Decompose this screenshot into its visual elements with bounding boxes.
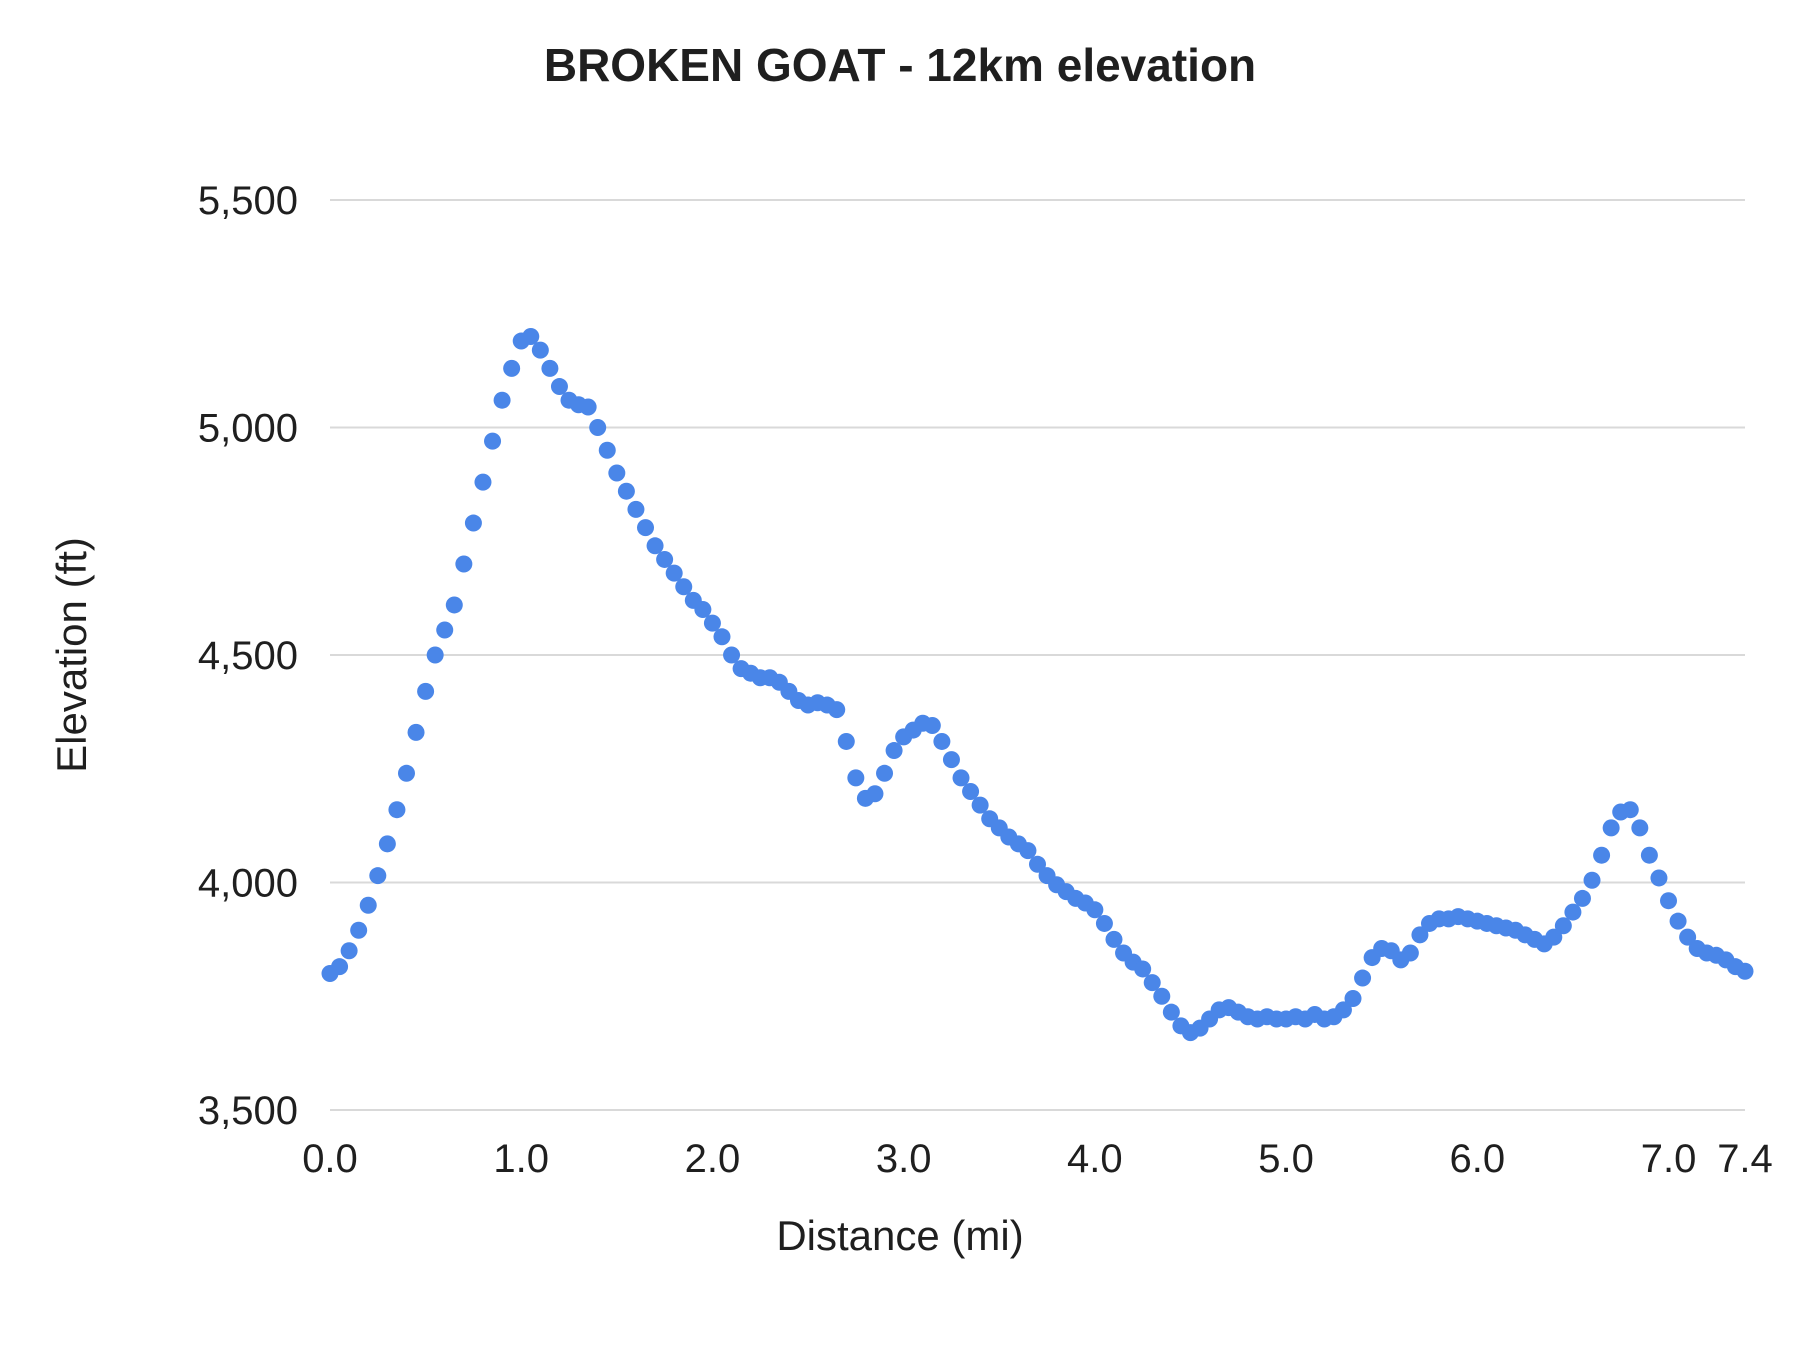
data-point bbox=[1162, 1003, 1180, 1021]
data-point bbox=[1334, 1001, 1352, 1019]
data-point bbox=[1153, 987, 1171, 1005]
y-tick-label: 4,500 bbox=[198, 634, 298, 678]
data-point bbox=[426, 646, 444, 664]
data-point bbox=[407, 723, 425, 741]
data-point bbox=[378, 835, 396, 853]
y-tick-label: 4,000 bbox=[198, 862, 298, 906]
data-point bbox=[550, 378, 568, 396]
x-tick-label: 3.0 bbox=[876, 1137, 932, 1181]
data-point bbox=[493, 391, 511, 409]
data-point bbox=[1095, 914, 1113, 932]
data-point bbox=[541, 359, 559, 377]
data-point bbox=[713, 628, 731, 646]
data-point bbox=[627, 500, 645, 518]
data-point bbox=[723, 646, 741, 664]
data-point bbox=[350, 921, 368, 939]
data-point bbox=[1344, 990, 1362, 1008]
data-point bbox=[455, 555, 473, 573]
data-point bbox=[942, 751, 960, 769]
y-axis-title: Elevation (ft) bbox=[48, 537, 95, 773]
x-tick-label: 2.0 bbox=[685, 1137, 741, 1181]
data-point bbox=[1401, 944, 1419, 962]
data-point bbox=[656, 550, 674, 568]
data-point bbox=[876, 764, 894, 782]
data-point bbox=[1354, 969, 1372, 987]
data-point bbox=[962, 783, 980, 800]
y-tick-label: 3,500 bbox=[198, 1089, 298, 1133]
data-point bbox=[847, 769, 865, 787]
chart-title: BROKEN GOAT - 12km elevation bbox=[543, 39, 1257, 91]
data-point bbox=[1134, 960, 1152, 978]
data-point bbox=[589, 419, 607, 436]
data-point bbox=[646, 537, 664, 555]
data-point bbox=[474, 473, 492, 491]
data-point bbox=[1593, 846, 1611, 864]
data-point bbox=[522, 328, 540, 345]
data-point bbox=[1029, 855, 1046, 873]
x-tick-label: 4.0 bbox=[1067, 1137, 1123, 1181]
data-point bbox=[1411, 926, 1429, 944]
x-tick-label: 0.0 bbox=[302, 1137, 358, 1181]
data-point bbox=[637, 519, 655, 537]
data-point bbox=[1669, 912, 1687, 930]
data-point bbox=[952, 769, 970, 787]
data-point bbox=[1621, 801, 1639, 819]
data-point bbox=[1086, 901, 1104, 919]
data-point bbox=[1545, 928, 1563, 946]
data-point bbox=[531, 341, 549, 359]
data-point bbox=[340, 942, 358, 960]
data-point bbox=[1736, 962, 1754, 980]
x-tick-label: 7.4 bbox=[1717, 1137, 1773, 1181]
data-point bbox=[971, 796, 989, 814]
x-tick-label: 7.0 bbox=[1641, 1137, 1697, 1181]
data-point bbox=[417, 682, 435, 700]
data-point bbox=[579, 398, 597, 416]
data-point bbox=[484, 432, 502, 450]
data-point bbox=[436, 621, 454, 639]
data-point bbox=[675, 578, 693, 596]
data-point bbox=[617, 482, 635, 500]
data-point bbox=[1650, 869, 1668, 887]
x-tick-label: 6.0 bbox=[1449, 1137, 1505, 1181]
data-point bbox=[1143, 974, 1161, 992]
data-point bbox=[369, 867, 387, 885]
y-tick-label: 5,500 bbox=[198, 179, 298, 223]
data-point bbox=[1631, 819, 1649, 837]
data-point bbox=[923, 717, 941, 735]
data-point bbox=[598, 441, 616, 459]
data-point bbox=[397, 764, 415, 782]
data-point bbox=[1679, 928, 1697, 946]
data-point bbox=[1660, 892, 1678, 910]
data-point bbox=[1640, 846, 1658, 864]
y-tick-label: 5,000 bbox=[198, 407, 298, 451]
data-point bbox=[694, 601, 712, 618]
data-point bbox=[828, 701, 846, 719]
data-point bbox=[703, 614, 721, 632]
data-point bbox=[837, 732, 855, 750]
data-point bbox=[1019, 842, 1037, 860]
x-tick-label: 1.0 bbox=[493, 1137, 549, 1181]
data-point bbox=[464, 514, 482, 532]
x-tick-label: 5.0 bbox=[1258, 1137, 1314, 1181]
data-point bbox=[933, 732, 951, 750]
data-point bbox=[1105, 930, 1123, 948]
data-point bbox=[331, 958, 349, 976]
data-point bbox=[608, 464, 626, 482]
data-point bbox=[1573, 889, 1591, 907]
data-point bbox=[503, 359, 521, 377]
data-point bbox=[1554, 917, 1572, 935]
data-point bbox=[885, 742, 903, 760]
data-point bbox=[866, 785, 884, 803]
data-point bbox=[1564, 903, 1582, 921]
data-point bbox=[1583, 871, 1601, 889]
x-axis-title: Distance (mi) bbox=[776, 1212, 1024, 1259]
data-point bbox=[1602, 819, 1620, 837]
data-point bbox=[388, 801, 406, 819]
data-point bbox=[665, 564, 683, 582]
data-point bbox=[445, 596, 463, 614]
data-point bbox=[359, 896, 377, 914]
